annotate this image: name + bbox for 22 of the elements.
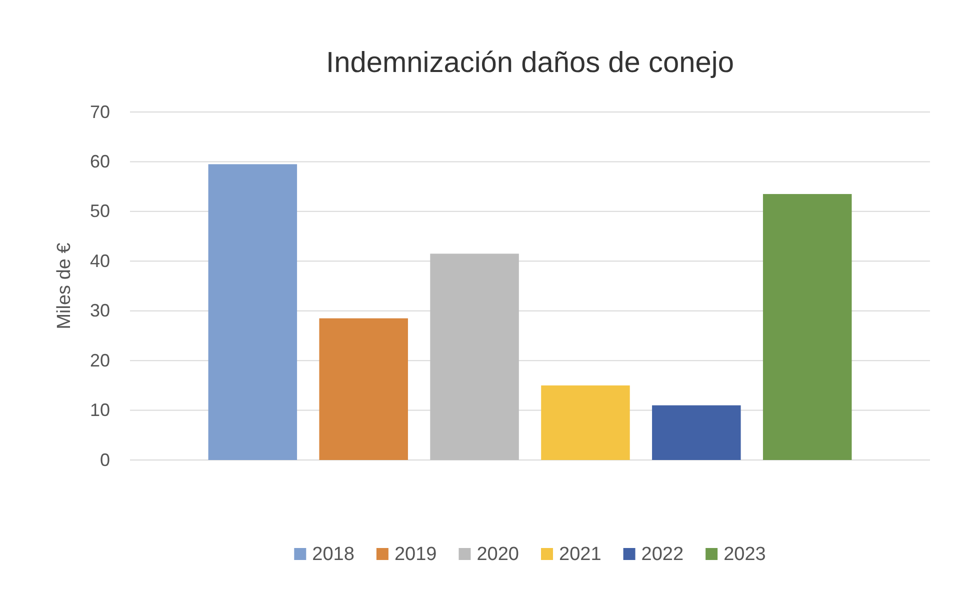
bar [652, 405, 741, 460]
legend-label: 2018 [312, 544, 354, 565]
y-tick-label: 30 [90, 300, 110, 321]
legend-label: 2022 [641, 544, 684, 565]
y-tick-label: 60 [90, 151, 110, 172]
legend-label: 2021 [559, 544, 602, 565]
legend-label: 2023 [724, 544, 766, 565]
y-tick-label: 10 [90, 400, 110, 420]
y-tick-label: 0 [100, 450, 110, 470]
y-tick-label: 40 [90, 250, 110, 271]
legend-label: 2019 [394, 544, 437, 565]
bar [208, 164, 298, 460]
bar [762, 194, 852, 460]
bar [541, 385, 630, 460]
chart-title: Indemnización daños de conejo [326, 47, 734, 79]
bar [430, 254, 519, 460]
y-tick-label: 50 [90, 201, 110, 222]
y-axis-title: Miles de € [54, 242, 75, 330]
y-tick-label: 20 [90, 350, 110, 370]
bar [319, 318, 408, 460]
y-tick-label: 70 [90, 102, 110, 122]
legend-label: 2020 [476, 544, 519, 565]
